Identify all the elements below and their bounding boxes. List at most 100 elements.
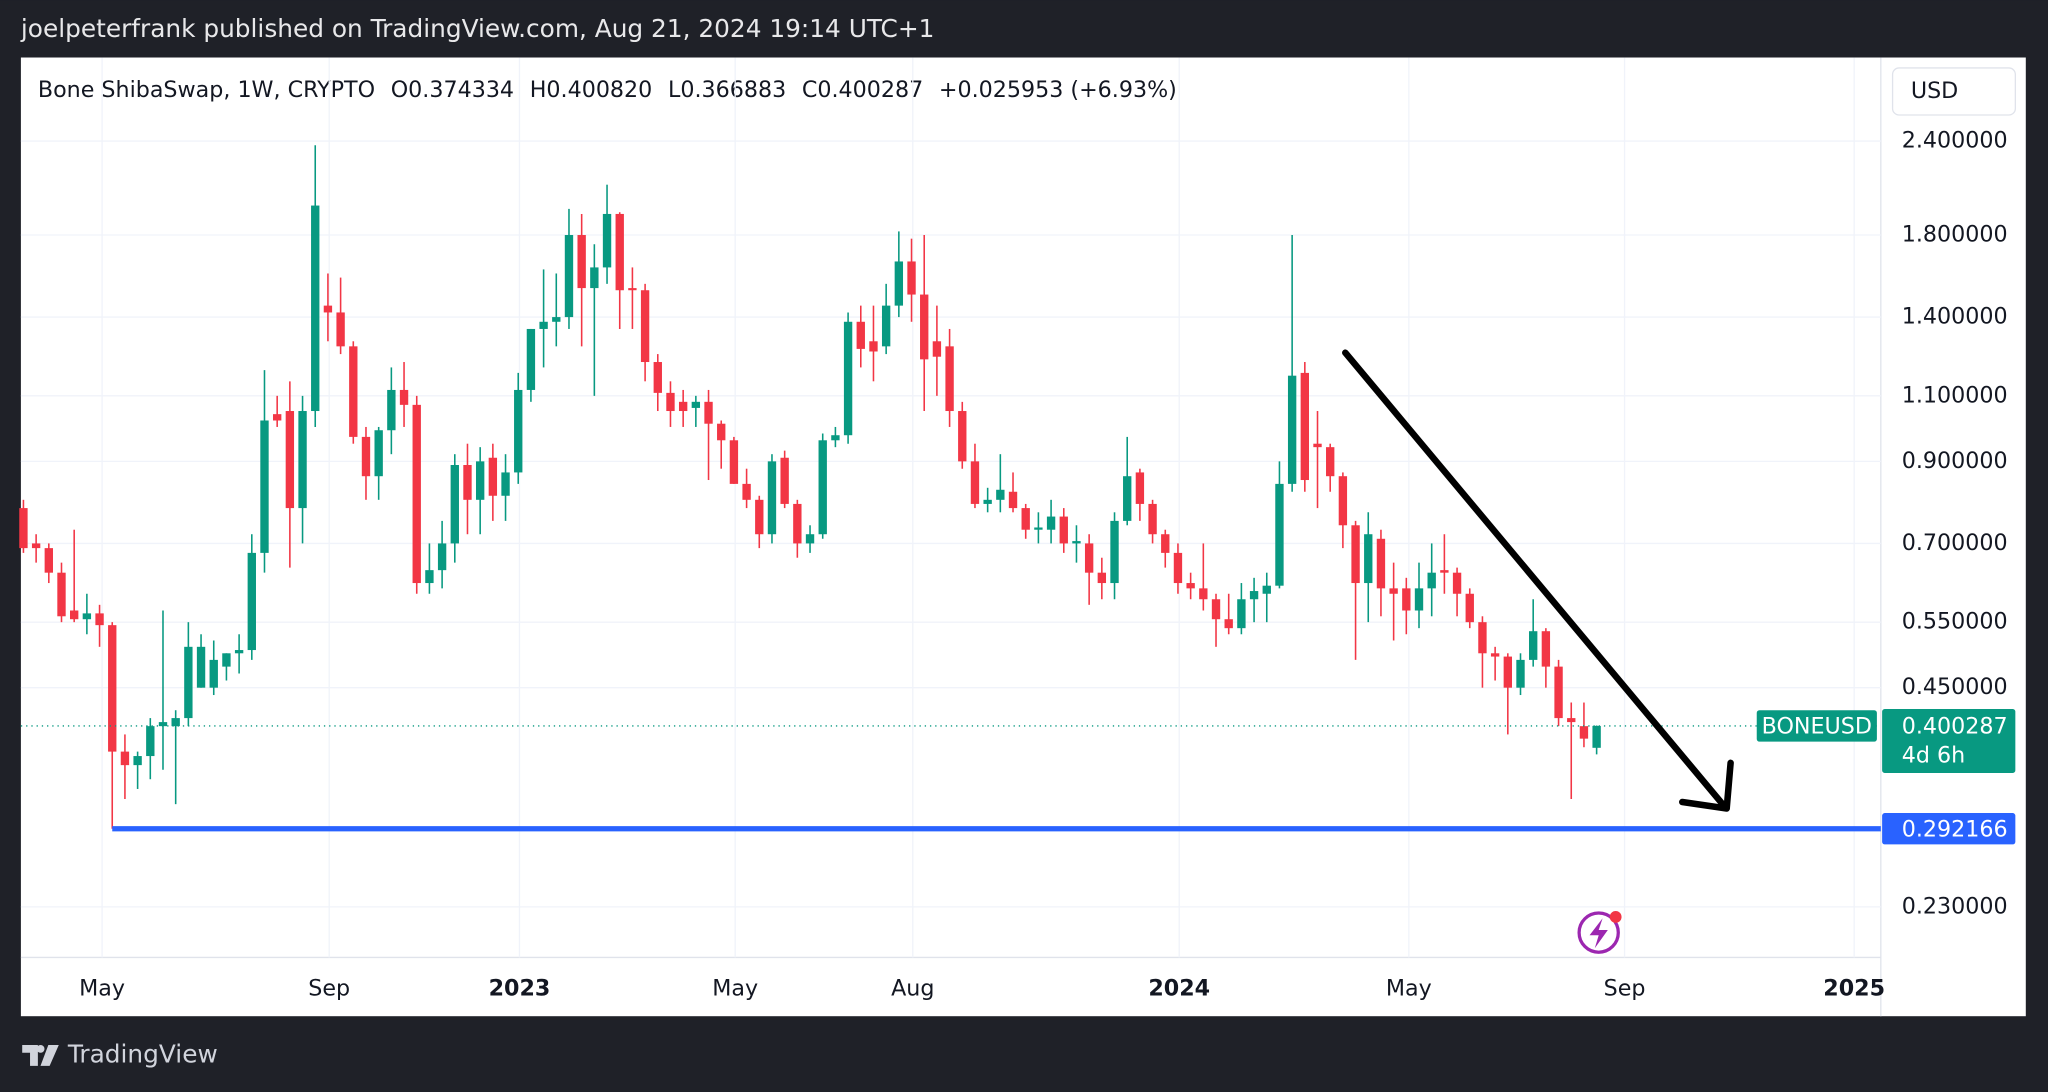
candle-body [958, 411, 967, 462]
candle-body [1478, 622, 1487, 654]
x-tick-label: May [79, 975, 125, 1001]
candle-body [1072, 541, 1081, 544]
candle-body [82, 613, 92, 620]
candle-body [590, 267, 599, 289]
candle-body [361, 436, 371, 477]
candle-body [653, 362, 662, 393]
candle-body [577, 235, 586, 289]
footer-logo: TradingView [22, 1039, 218, 1068]
candle-body [1529, 631, 1538, 660]
countdown: 4d 6h [1902, 742, 1965, 768]
legend-item: L0.366883 [668, 77, 786, 103]
candle-body [767, 461, 777, 535]
currency[interactable]: USD [1911, 78, 1958, 104]
candle-body [514, 389, 523, 473]
candle-body [1516, 659, 1525, 688]
currency-button[interactable] [1891, 67, 2016, 116]
candle-body [285, 411, 295, 509]
candle-body [1338, 476, 1348, 526]
y-tick-label: 0.450000 [1902, 674, 2008, 700]
candle-body [1262, 585, 1271, 594]
candle-body [869, 341, 878, 352]
candle-body [1554, 666, 1563, 719]
legend-item: +0.025953 (+6.93%) [939, 77, 1177, 103]
candle-body [57, 572, 66, 617]
candle-body [272, 414, 282, 421]
footer-brand: TradingView [67, 1039, 218, 1068]
candle-body [1427, 572, 1436, 589]
candle-body [894, 261, 904, 306]
spark-ring[interactable] [1577, 911, 1620, 954]
candle-body [881, 305, 891, 347]
candle-body [704, 401, 713, 424]
candle-body [1046, 516, 1056, 530]
logo-mark [22, 1044, 59, 1066]
candle-body [856, 321, 865, 349]
candle-body [615, 213, 624, 291]
candle-body [717, 423, 726, 441]
y-tick-label: 0.550000 [1902, 609, 2008, 635]
legend-symbol: Bone ShibaSwap, 1W, CRYPTO [38, 77, 375, 103]
candle-body [463, 465, 472, 500]
candle-body [666, 392, 675, 412]
candle-body [425, 570, 434, 584]
y-tick-label: 2.400000 [1902, 128, 2008, 154]
x-tick-label: May [1386, 975, 1432, 1001]
candle-body [539, 321, 548, 329]
level-label: 0.292166 [1902, 817, 2008, 843]
spark-icon[interactable] [1577, 911, 1622, 954]
candle-body [1186, 583, 1195, 589]
level-label-box [1882, 813, 2016, 845]
candle-body [1389, 588, 1398, 594]
candle-body [1059, 516, 1068, 544]
candle-body [311, 205, 320, 412]
symbol-tag: BONEUSD [1762, 714, 1872, 740]
candle-body [1567, 718, 1576, 723]
x-tick-label: Sep [308, 975, 350, 1001]
candle-body [475, 461, 485, 500]
candle-body [146, 726, 155, 757]
candle-body [678, 401, 688, 412]
candle-body [1440, 570, 1449, 573]
candle-body [31, 543, 41, 549]
candle-body [526, 328, 536, 390]
candle-body [1579, 726, 1589, 739]
candle-body [1135, 472, 1145, 504]
candle-body [640, 290, 650, 363]
candle-body [983, 499, 992, 504]
candle-body [247, 552, 256, 651]
candle-body [1326, 447, 1335, 477]
legend-item: C0.400287 [802, 77, 923, 103]
candle-body [945, 346, 954, 412]
candle-body [1008, 491, 1018, 509]
candle-body [95, 613, 104, 626]
candle-body [996, 489, 1005, 500]
candle-body [374, 430, 383, 477]
candle-body [793, 503, 802, 544]
candle-body [552, 317, 561, 322]
candle-body [298, 411, 307, 509]
candle-body [729, 440, 739, 484]
y-tick-label: 1.400000 [1902, 304, 2008, 330]
candle-body [1123, 476, 1132, 521]
candle-body [920, 294, 929, 360]
candle-body [19, 508, 28, 549]
candle-body [755, 499, 764, 535]
candle-body [1465, 593, 1474, 623]
candle-body [1173, 552, 1183, 584]
candle-body [602, 213, 612, 268]
spark-dot[interactable] [1609, 911, 1622, 923]
chart-area [20, 57, 2026, 1017]
candle-body [158, 722, 168, 727]
candle-body [501, 472, 510, 496]
candle-body [336, 312, 345, 347]
header-title: joelpeterfrank published on TradingView.… [20, 14, 935, 43]
candle-body [1249, 591, 1259, 600]
candle-body [133, 756, 142, 766]
legend-item: H0.400820 [530, 77, 653, 103]
spark-bolt[interactable] [1589, 918, 1608, 949]
candle-body [1313, 443, 1322, 448]
y-tick-label: 1.800000 [1902, 222, 2008, 248]
candle-body [831, 435, 840, 441]
candle-body [691, 401, 701, 408]
